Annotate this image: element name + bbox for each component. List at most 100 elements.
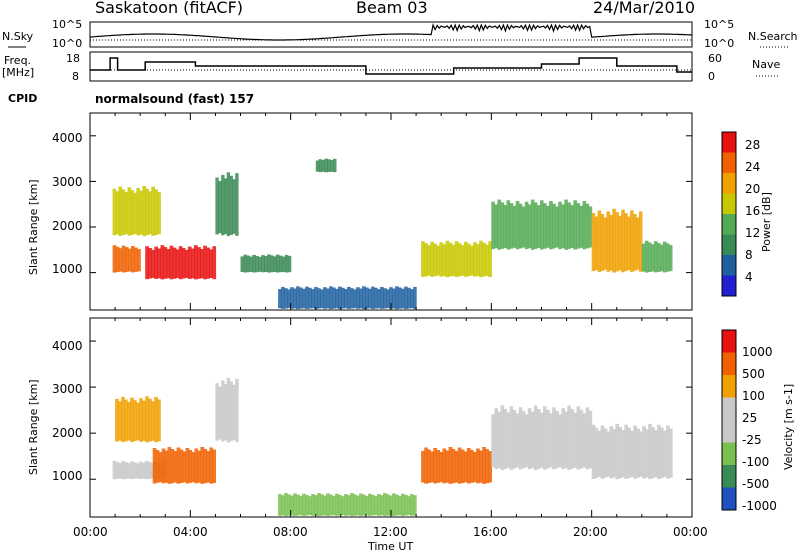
velocity-cell <box>218 386 222 440</box>
velocity-cell <box>299 495 303 516</box>
vel-cb-tick-100: 100 <box>742 389 765 403</box>
velocity-cell <box>482 447 486 484</box>
power-cell <box>273 256 277 272</box>
velocity-cell <box>454 451 459 483</box>
power-cell <box>521 206 526 248</box>
power-cell <box>235 173 239 236</box>
velocity-cell <box>627 427 631 478</box>
velocity-cell <box>491 414 495 468</box>
velocity-cell <box>633 425 637 479</box>
velocity-cell <box>317 493 321 516</box>
velocity-cell <box>573 412 577 468</box>
power-cell <box>386 289 390 309</box>
power-cell <box>226 172 231 237</box>
velocity-cell <box>512 409 517 469</box>
power-cell <box>137 249 141 272</box>
vel-cb-tick-m1000: -1000 <box>742 499 777 513</box>
nave-right-tick-top: 60 <box>708 52 722 65</box>
vel-cb-tick-1000: 1000 <box>742 345 773 359</box>
power-cell <box>470 245 474 276</box>
power-cell <box>368 288 372 309</box>
power-cell <box>618 215 622 271</box>
power-cell <box>503 205 508 248</box>
power-cell <box>401 288 405 309</box>
velocity-cell <box>374 496 378 515</box>
velocity-ytick-4000: 4000 <box>52 339 83 353</box>
power-cell <box>240 256 245 272</box>
velocity-cell <box>284 493 288 516</box>
velocity-cell <box>473 452 477 483</box>
power-cell <box>603 217 608 270</box>
velocity-cell <box>356 495 360 516</box>
velocity-cell <box>660 427 664 478</box>
velocity-colorbar-segment <box>722 375 736 398</box>
power-cell <box>338 286 342 309</box>
velocity-cell <box>543 406 547 470</box>
velocity-cell <box>148 398 152 442</box>
power-cell <box>597 210 602 272</box>
velocity-cell <box>368 493 372 516</box>
velocity-cell <box>497 411 501 468</box>
xtick-2400: 00:00 <box>673 525 708 539</box>
power-cell <box>591 213 596 272</box>
power-cell <box>424 243 428 277</box>
velocity-cell <box>338 494 342 516</box>
velocity-cell <box>326 493 330 516</box>
power-cell <box>442 244 447 276</box>
velocity-cell <box>407 496 411 515</box>
velocity-cell <box>427 449 431 483</box>
power-cell <box>457 243 462 277</box>
power-cell <box>311 289 315 309</box>
power-cell <box>314 286 318 309</box>
velocity-cell <box>118 462 122 479</box>
velocity-cell <box>463 451 468 483</box>
power-cell <box>633 214 637 271</box>
power-cell <box>377 289 381 309</box>
velocity-cell <box>155 450 160 483</box>
power-cell <box>284 254 289 273</box>
power-cell <box>130 190 134 235</box>
velocity-cell <box>167 447 172 484</box>
power-cell <box>115 191 120 235</box>
power-cell <box>232 179 236 234</box>
power-cell <box>344 289 348 309</box>
power-cell <box>136 188 140 236</box>
power-cell <box>131 246 135 273</box>
velocity-cell <box>212 449 216 483</box>
velocity-cell <box>606 431 611 477</box>
velocity-cell <box>588 410 593 469</box>
power-cell <box>497 199 501 250</box>
velocity-cell <box>157 399 161 442</box>
velocity-cell <box>466 448 471 484</box>
noise-search-label: N.Search <box>748 30 798 43</box>
velocity-cell <box>642 426 646 479</box>
velocity-cell <box>651 427 655 479</box>
power-cell <box>124 247 129 272</box>
velocity-cell <box>209 447 213 484</box>
xtick-0400: 04:00 <box>173 525 208 539</box>
noise-left-tick-bottom: 10^0 <box>52 37 83 50</box>
xtick-1600: 16:00 <box>473 525 508 539</box>
station-title: Saskatoon (fitACF) <box>95 0 244 17</box>
power-cell <box>127 187 132 236</box>
power-cell <box>659 244 664 272</box>
velocity-cell <box>549 413 553 468</box>
power-panel-frame <box>89 112 693 311</box>
velocity-cell <box>527 408 532 470</box>
power-cell <box>203 245 207 280</box>
power-cell <box>121 245 126 273</box>
velocity-cell <box>278 494 282 516</box>
velocity-cell <box>308 496 312 515</box>
power-cell <box>332 287 336 309</box>
velocity-cell <box>612 429 617 478</box>
power-cell <box>650 244 655 272</box>
velocity-cell <box>448 447 453 484</box>
velocity-cell <box>112 460 117 480</box>
velocity-colorbar-segment <box>722 352 736 376</box>
velocity-cell <box>386 494 390 516</box>
power-cell <box>600 214 605 271</box>
noise-right-tick-top: 10^5 <box>704 18 735 31</box>
power-cell <box>157 248 162 279</box>
velocity-panel-frame <box>89 317 693 518</box>
